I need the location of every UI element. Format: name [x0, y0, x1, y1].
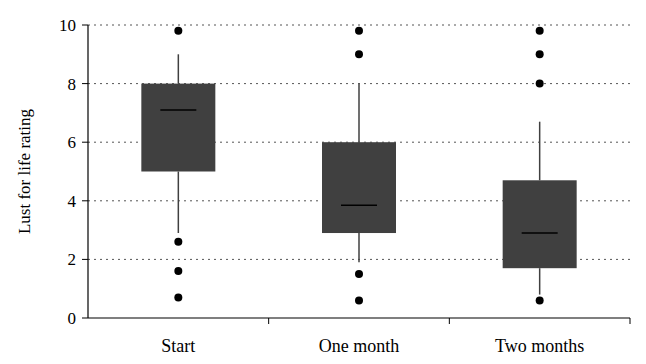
outlier — [355, 296, 363, 304]
x-tick — [449, 318, 450, 324]
outlier — [536, 50, 544, 58]
outlier — [536, 80, 544, 88]
y-tick-label: 2 — [68, 250, 77, 269]
x-tick — [630, 318, 631, 324]
whisker-upper — [178, 54, 180, 83]
y-axis-label: Lust for life rating — [15, 108, 34, 234]
chart: 0 2 4 6 8 10 Lust for life rating Start One mont… — [0, 0, 646, 364]
box — [322, 142, 396, 233]
outlier — [174, 27, 182, 35]
whisker-upper — [539, 122, 541, 181]
y-tick — [82, 142, 88, 143]
whisker-lower — [539, 268, 541, 294]
grid-line — [88, 25, 630, 26]
outlier — [174, 238, 182, 246]
outlier — [536, 296, 544, 304]
y-tick-label: 4 — [68, 192, 77, 211]
category-label: One month — [319, 336, 400, 356]
median — [522, 232, 558, 234]
y-axis — [87, 25, 88, 318]
outlier — [536, 27, 544, 35]
outlier — [355, 50, 363, 58]
y-tick — [82, 259, 88, 260]
outlier — [174, 267, 182, 275]
y-tick — [82, 83, 88, 84]
y-tick-label: 0 — [68, 309, 77, 328]
y-tick-label: 8 — [68, 75, 77, 94]
outlier — [355, 27, 363, 35]
box — [141, 84, 215, 172]
whisker-lower — [358, 233, 360, 262]
box — [503, 180, 577, 268]
median — [341, 204, 377, 206]
median — [160, 109, 196, 111]
y-tick — [82, 200, 88, 201]
x-axis — [88, 317, 630, 318]
plot-area — [141, 27, 576, 305]
category-label: Start — [161, 336, 195, 356]
y-tick-label: 10 — [59, 16, 76, 35]
y-tick-label: 6 — [68, 133, 77, 152]
x-tick — [268, 318, 269, 324]
outlier — [355, 270, 363, 278]
whisker-upper — [358, 84, 360, 143]
outlier — [174, 293, 182, 301]
y-tick — [82, 25, 88, 26]
whisker-lower — [178, 172, 180, 234]
category-label: Two months — [495, 336, 584, 356]
y-tick — [82, 318, 88, 319]
